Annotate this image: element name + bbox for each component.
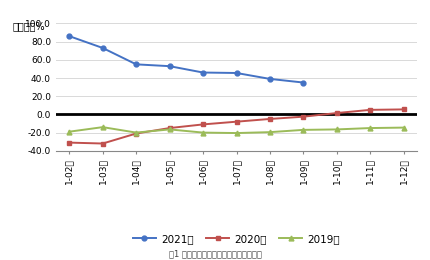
2020年	[368, 108, 373, 111]
Text: 图1 重点联系企业营业收入同比增速情况: 图1 重点联系企业营业收入同比增速情况	[169, 250, 261, 259]
2021年	[234, 72, 239, 75]
Line: 2019年: 2019年	[67, 125, 406, 135]
2021年	[134, 63, 139, 66]
Y-axis label: 同比增速%: 同比增速%	[12, 21, 45, 31]
Legend: 2021年, 2020年, 2019年: 2021年, 2020年, 2019年	[129, 230, 344, 248]
2021年	[267, 77, 273, 81]
2019年	[334, 128, 339, 131]
2021年	[200, 71, 206, 74]
2020年	[267, 118, 273, 121]
2021年	[67, 35, 72, 38]
2020年	[67, 141, 72, 144]
Line: 2020年: 2020年	[67, 107, 406, 146]
2019年	[301, 128, 306, 131]
2021年	[167, 65, 172, 68]
2019年	[368, 127, 373, 130]
2019年	[167, 128, 172, 131]
2020年	[301, 115, 306, 118]
2020年	[334, 112, 339, 115]
2020年	[200, 123, 206, 126]
Line: 2021年: 2021年	[67, 34, 306, 85]
2020年	[234, 120, 239, 123]
2019年	[401, 126, 406, 129]
2021年	[100, 47, 105, 50]
2019年	[200, 131, 206, 134]
2020年	[134, 132, 139, 135]
2019年	[234, 132, 239, 135]
2019年	[100, 126, 105, 129]
2020年	[401, 108, 406, 111]
2019年	[134, 131, 139, 134]
2020年	[167, 127, 172, 130]
2019年	[267, 131, 273, 134]
2020年	[100, 142, 105, 145]
2019年	[67, 130, 72, 133]
2021年	[301, 81, 306, 84]
